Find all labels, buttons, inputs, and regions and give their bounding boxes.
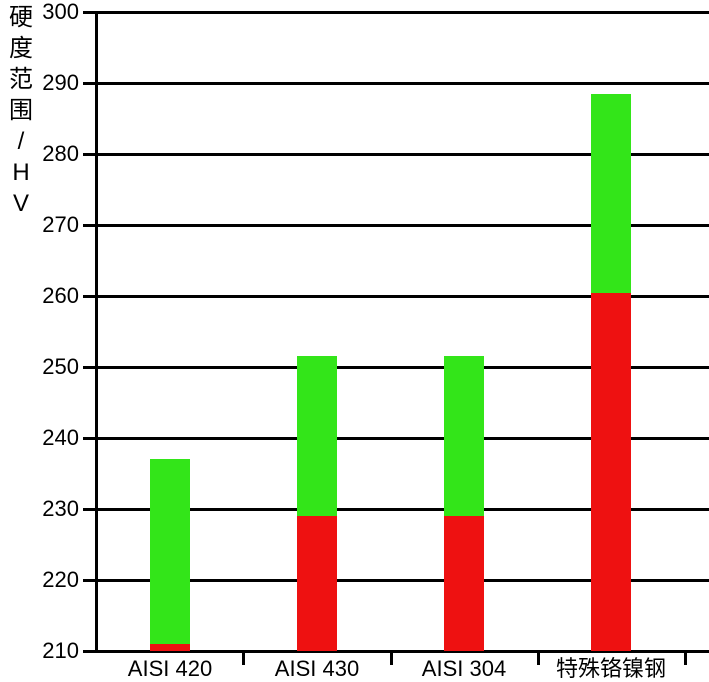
y-tick-label: 300	[42, 0, 79, 24]
y-tick-label: 220	[42, 567, 79, 592]
y-tick-280	[83, 153, 96, 156]
bar-upper-range-green-AISI 420	[150, 459, 190, 644]
bar-upper-range-green-AISI 430	[297, 356, 337, 516]
y-tick-300	[83, 11, 96, 14]
y-tick-290	[83, 82, 96, 85]
y-tick-240	[83, 437, 96, 440]
y-tick-260	[83, 295, 96, 298]
y-axis-line	[95, 11, 98, 652]
gridline-230	[96, 508, 709, 511]
y-tick-230	[83, 508, 96, 511]
bar-upper-range-green-AISI 304	[444, 356, 484, 516]
y-tick-label: 210	[42, 638, 79, 663]
gridline-300	[96, 11, 709, 14]
y-axis-title-char: V	[12, 190, 29, 217]
y-tick-label: 240	[42, 425, 79, 450]
x-tick-2	[390, 652, 393, 665]
y-tick-label: 280	[42, 141, 79, 166]
gridline-250	[96, 366, 709, 369]
y-tick-250	[83, 366, 96, 369]
y-axis-title-char: 度	[9, 35, 33, 62]
y-tick-label: 270	[42, 212, 79, 237]
gridline-270	[96, 224, 709, 227]
x-category-label: AISI 430	[274, 656, 360, 681]
y-tick-220	[83, 579, 96, 582]
bar-lower-range-red-AISI 420	[150, 644, 190, 651]
gridline-260	[96, 295, 709, 298]
x-category-label: AISI 420	[127, 656, 213, 681]
x-category-label: 特殊铬镍钢	[555, 656, 666, 681]
y-axis-title-char: H	[12, 159, 30, 186]
gridline-280	[96, 153, 709, 156]
y-tick-label: 260	[42, 283, 79, 308]
y-tick-label: 290	[42, 70, 79, 95]
y-axis-title-char: 硬	[9, 4, 33, 31]
y-axis-title: 硬度范围 / H V	[4, 2, 38, 219]
gridline-220	[96, 579, 709, 582]
y-tick-label: 250	[42, 354, 79, 379]
x-tick-1	[242, 652, 245, 665]
bar-lower-range-red-特殊铬镍钢	[591, 292, 631, 651]
gridline-240	[96, 437, 709, 440]
gridline-290	[96, 82, 709, 85]
y-axis-title-char: 范	[9, 66, 33, 93]
y-tick-label: 230	[42, 496, 79, 521]
y-tick-210	[83, 650, 96, 653]
y-tick-270	[83, 224, 96, 227]
y-axis-title-char: /	[17, 128, 25, 155]
x-axis-line	[94, 650, 709, 653]
bar-lower-range-red-AISI 304	[444, 516, 484, 651]
y-axis-title-char: 围	[9, 97, 33, 124]
bar-upper-range-green-特殊铬镍钢	[591, 94, 631, 293]
x-tick-3	[537, 652, 540, 665]
x-category-label: AISI 304	[421, 656, 507, 681]
bar-lower-range-red-AISI 430	[297, 516, 337, 651]
x-tick-4	[684, 652, 687, 665]
